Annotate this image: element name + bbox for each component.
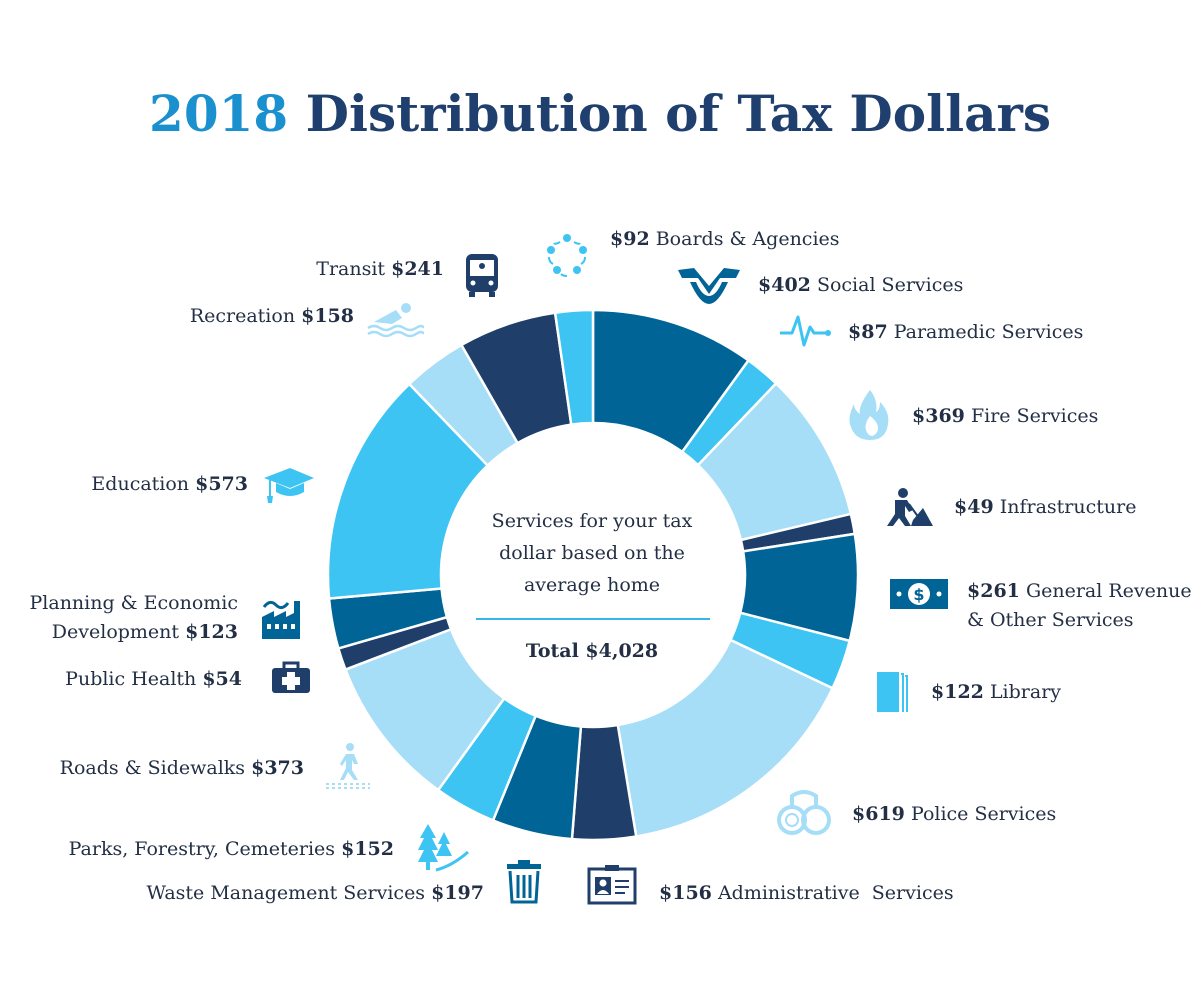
label-general-name-2: & Other Services [967,609,1134,631]
money-bill-icon: $ [890,579,948,609]
label-social-name: Social Services [816,274,964,296]
label-admin-name: Administrative Services [717,882,954,904]
trees-icon [418,824,469,872]
label-planning-name-2: Development [51,621,180,643]
label-social: $402 Social Services [758,271,963,300]
trash-bin-icon [507,860,541,904]
worker-shovel-icon [887,488,933,526]
label-library-amount: $122 [931,681,984,703]
label-general-name-1: General Revenue [1025,580,1192,602]
chart-title: 2018 Distribution of Tax Dollars [0,84,1200,143]
label-paramedic-amount: $87 [848,321,888,343]
label-waste: Waste Management Services $197 [146,879,484,908]
bus-icon [466,254,498,297]
center-line-1: Services for your tax [491,510,693,532]
label-fire-amount: $369 [912,405,965,427]
label-parks-name: Parks, Forestry, Cemeteries [68,838,336,860]
label-parks-amount: $152 [341,838,394,860]
label-infrastructure: $49 Infrastructure [954,493,1136,522]
label-recreation-name: Recreation [189,305,296,327]
label-planning: Planning & Economic Development $123 [30,589,239,647]
label-roads-name: Roads & Sidewalks [59,757,246,779]
label-boards: $92 Boards & Agencies [610,225,840,254]
flame-icon [849,390,889,440]
label-boards-amount: $92 [610,228,650,250]
label-roads: Roads & Sidewalks $373 [60,754,304,783]
label-fire: $369 Fire Services [912,402,1098,431]
label-library-name: Library [989,681,1062,703]
label-education-amount: $573 [195,473,248,495]
label-fire-name: Fire Services [970,405,1099,427]
label-paramedic: $87 Paramedic Services [848,318,1083,347]
label-boards-name: Boards & Agencies [655,228,840,250]
label-social-amount: $402 [758,274,811,296]
label-police-name: Police Services [910,803,1057,825]
slice-boards-agencies [553,308,595,426]
heartbeat-icon [780,315,831,347]
label-transit-name: Transit [316,258,386,280]
label-police: $619 Police Services [852,800,1056,829]
handcuffs-icon [777,790,831,835]
center-caption: Services for your tax dollar based on th… [470,505,714,601]
hands-heart-icon [678,268,740,304]
center-divider [476,618,710,620]
label-health-amount: $54 [202,668,242,690]
books-icon [877,672,908,712]
label-transit: Transit $241 [316,255,444,284]
label-roads-amount: $373 [251,757,304,779]
label-recreation-amount: $158 [301,305,354,327]
first-aid-kit-icon [272,661,310,693]
label-admin-amount: $156 [659,882,712,904]
label-general-revenue: $261 General Revenue & Other Services [967,577,1192,635]
label-education: Education $573 [91,470,248,499]
title-year: 2018 [149,84,289,143]
label-planning-amount: $123 [185,621,238,643]
center-line-2: dollar based on the [499,542,685,564]
title-text: Distribution of Tax Dollars [305,84,1051,143]
people-circle-icon [547,234,587,277]
label-library: $122 Library [931,678,1061,707]
label-admin: $156 Administrative Services [659,879,954,908]
center-line-3: average home [523,574,661,596]
label-waste-name: Waste Management Services [146,882,426,904]
label-police-amount: $619 [852,803,905,825]
graduation-cap-icon [264,468,314,503]
label-general-amount: $261 [967,580,1020,602]
swimmer-icon [367,303,424,338]
label-planning-name-1: Planning & Economic [29,592,239,614]
center-total: Total $4,028 [525,640,659,662]
label-education-name: Education [91,473,190,495]
svg-text:$: $ [913,585,924,604]
label-parks: Parks, Forestry, Cemeteries $152 [69,835,394,864]
label-paramedic-name: Paramedic Services [893,321,1084,343]
label-public-health: Public Health $54 [65,665,242,694]
factory-icon [262,600,300,639]
label-recreation: Recreation $158 [190,302,354,331]
label-transit-amount: $241 [391,258,444,280]
id-card-icon [587,865,637,905]
pedestrian-icon [326,743,370,789]
label-health-name: Public Health [65,668,197,690]
label-infra-amount: $49 [954,496,994,518]
label-infra-name: Infrastructure [999,496,1137,518]
label-waste-amount: $197 [431,882,484,904]
